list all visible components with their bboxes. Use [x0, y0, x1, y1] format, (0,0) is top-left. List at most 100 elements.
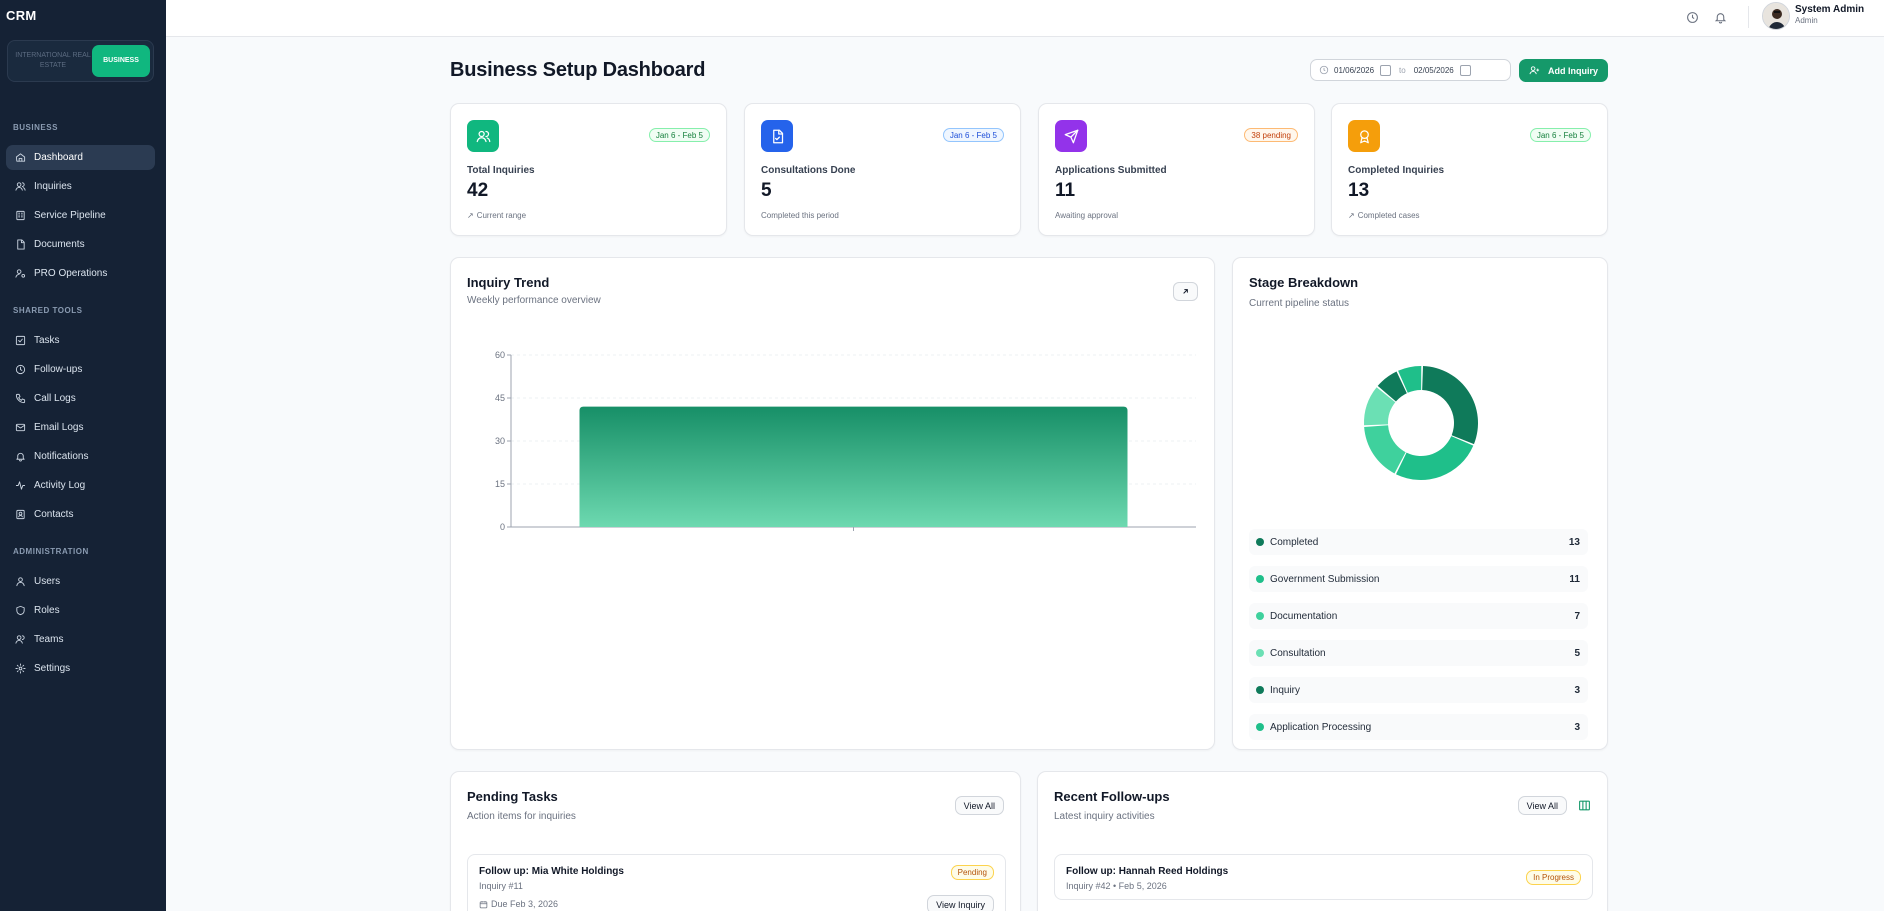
tasks-subtitle: Action items for inquiries: [467, 811, 576, 822]
file-icon: [14, 239, 26, 251]
calendar-icon[interactable]: [1380, 64, 1392, 76]
kpi-subtext: ↗ Current range: [467, 211, 526, 220]
sidebar-item-contacts[interactable]: Contacts: [6, 502, 155, 527]
kpi-subtext-label: Completed cases: [1357, 211, 1420, 220]
shield-icon: [14, 605, 26, 617]
donut-slice-completed[interactable]: [1422, 366, 1478, 445]
user-name[interactable]: System Admin: [1795, 4, 1865, 15]
file-check-icon: [761, 120, 793, 152]
stage-label: Consultation: [1270, 647, 1326, 659]
sidebar-item-tasks[interactable]: Tasks: [6, 328, 155, 353]
sidebar-item-settings[interactable]: Settings: [6, 656, 155, 681]
user-plus-icon: [1529, 65, 1540, 76]
kpi-card-total-inquiries: Jan 6 - Feb 5 Total Inquiries 42 ↗ Current r…: [450, 103, 727, 236]
kpi-label: Applications Submitted: [1055, 165, 1167, 176]
recent-followups-card: Recent Follow-ups Latest inquiry activit…: [1037, 771, 1608, 911]
stage-row-application-processing: Application Processing 3: [1249, 714, 1588, 740]
help-icon[interactable]: [1682, 7, 1702, 27]
bell-icon: [14, 451, 26, 463]
task-item[interactable]: Follow up: Mia White Holdings Inquiry #1…: [467, 854, 1006, 911]
followup-item[interactable]: Follow up: Hannah Reed Holdings Inquiry …: [1054, 854, 1593, 900]
stage-count: 3: [1574, 721, 1580, 733]
bar-week-of-feb-2[interactable]: [579, 406, 1128, 527]
sidebar-item-documents[interactable]: Documents: [6, 232, 155, 257]
calendar-icon[interactable]: [1459, 64, 1471, 76]
sidebar-item-pro-operations[interactable]: PRO Operations: [6, 261, 155, 286]
sidebar-item-activity-log[interactable]: Activity Log: [6, 473, 155, 498]
sidebar-item-label: Inquiries: [34, 181, 72, 192]
sidebar-section-administration: ADMINISTRATION: [13, 547, 89, 556]
workspace-business-option[interactable]: BUSINESS: [92, 45, 150, 77]
add-inquiry-button[interactable]: Add Inquiry: [1519, 59, 1608, 82]
arrow-up-right-icon: [1183, 289, 1188, 294]
kpi-label: Consultations Done: [761, 165, 856, 176]
sidebar-item-call-logs[interactable]: Call Logs: [6, 386, 155, 411]
bell-icon[interactable]: [1710, 7, 1730, 27]
donut-slice-application-processing[interactable]: [1398, 366, 1422, 393]
expand-button[interactable]: [1173, 282, 1198, 301]
sidebar-item-roles[interactable]: Roles: [6, 598, 155, 623]
followups-subtitle: Latest inquiry activities: [1054, 811, 1155, 822]
mail-icon: [14, 422, 26, 434]
check-square-icon: [14, 335, 26, 347]
stage-count: 7: [1574, 610, 1580, 622]
sidebar-item-follow-ups[interactable]: Follow-ups: [6, 357, 155, 382]
task-title: Follow up: Mia White Holdings: [479, 866, 624, 877]
trend-subtitle: Weekly performance overview: [467, 295, 601, 306]
kpi-subtext-label: Completed this period: [761, 211, 839, 220]
tasks-view-all-button[interactable]: View All: [954, 796, 1004, 815]
sidebar-item-label: Activity Log: [34, 480, 86, 491]
donut-slice-documentation[interactable]: [1364, 425, 1406, 474]
users-icon: [14, 181, 26, 193]
sidebar-item-dashboard[interactable]: Dashboard: [6, 145, 155, 170]
stage-row-consultation: Consultation 5: [1249, 640, 1588, 666]
phone-icon: [14, 393, 26, 405]
sidebar-item-teams[interactable]: Teams: [6, 627, 155, 652]
followups-view-all-button[interactable]: View All: [1517, 796, 1567, 815]
view-inquiry-button[interactable]: View Inquiry: [927, 895, 994, 911]
sidebar-item-label: Teams: [34, 634, 64, 645]
award-icon: [1348, 120, 1380, 152]
activity-icon: [14, 480, 26, 492]
followup-title: Follow up: Hannah Reed Holdings: [1066, 866, 1229, 877]
kpi-badge: Jan 6 - Feb 5: [942, 128, 1004, 142]
stage-count: 11: [1569, 573, 1580, 585]
stage-label: Completed: [1270, 536, 1319, 548]
sidebar-item-label: Tasks: [34, 335, 60, 346]
avatar[interactable]: [1762, 2, 1790, 30]
date-to-input[interactable]: 02/05/2026: [1413, 65, 1454, 75]
stage-row-completed: Completed 13: [1249, 529, 1588, 555]
donut-slice-consultation[interactable]: [1364, 387, 1396, 426]
task-due-date: Due Feb 3, 2026: [491, 899, 559, 909]
kpi-subtext: ↗ Completed cases: [1348, 211, 1420, 220]
calendar-view-icon[interactable]: [1578, 799, 1591, 812]
followup-meta: Inquiry #42 • Feb 5, 2026: [1066, 881, 1167, 891]
sidebar-item-users[interactable]: Users: [6, 569, 155, 594]
stage-donut-chart: [1364, 366, 1478, 480]
workspace-international-option[interactable]: INTERNATIONAL REAL ESTATE: [15, 52, 91, 69]
sidebar-item-email-logs[interactable]: Email Logs: [6, 415, 155, 440]
stage-label: Documentation: [1270, 610, 1338, 622]
kpi-subtext: Completed this period: [761, 211, 839, 220]
kpi-value: 11: [1055, 180, 1076, 201]
sidebar-item-inquiries[interactable]: Inquiries: [6, 174, 155, 199]
stage-title: Stage Breakdown: [1249, 275, 1359, 290]
donut-slice-inquiry[interactable]: [1377, 371, 1407, 402]
sidebar-item-label: Contacts: [34, 509, 74, 520]
y-tick-label: 60: [495, 350, 505, 360]
app-logo: CRM: [6, 8, 37, 23]
trend-up-icon: ↗: [467, 211, 474, 220]
sidebar-item-label: Service Pipeline: [34, 210, 106, 221]
sidebar-item-notifications[interactable]: Notifications: [6, 444, 155, 469]
sidebar-item-service-pipeline[interactable]: Service Pipeline: [6, 203, 155, 228]
stage-label: Government Submission: [1270, 573, 1380, 585]
kpi-subtext-label: Awaiting approval: [1055, 211, 1119, 220]
user-cog-icon: [14, 268, 26, 280]
date-from-input[interactable]: 01/06/2026: [1334, 65, 1375, 75]
sidebar-item-label: Notifications: [34, 451, 89, 462]
kpi-card-applications-submitted: 38 pending Applications Submitted 11 Awaiti…: [1038, 103, 1315, 236]
kpi-badge: 38 pending: [1244, 128, 1298, 142]
donut-slice-government-submission[interactable]: [1396, 436, 1474, 480]
kpi-value: 13: [1348, 180, 1370, 201]
legend-dot: [1256, 686, 1264, 694]
